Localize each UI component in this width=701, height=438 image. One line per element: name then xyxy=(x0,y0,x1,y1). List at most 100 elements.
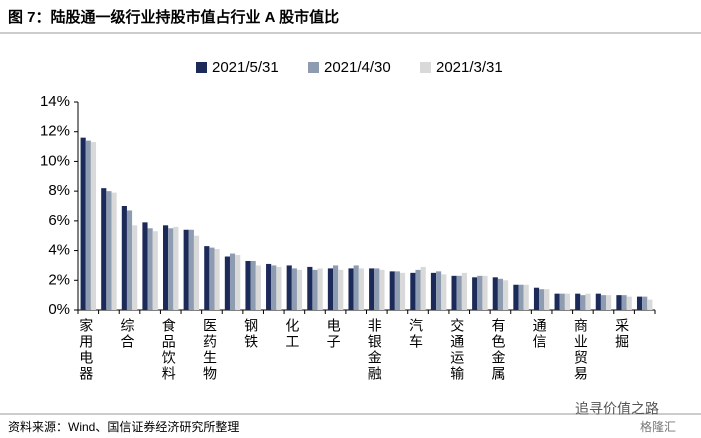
bar xyxy=(126,210,133,310)
x-tick-label: 钢铁 xyxy=(243,318,259,350)
bar xyxy=(235,255,241,310)
bar xyxy=(374,268,380,310)
bar xyxy=(317,268,323,310)
bar xyxy=(642,296,648,310)
bar xyxy=(255,265,261,310)
bar xyxy=(266,263,272,310)
bar xyxy=(348,268,354,310)
bar xyxy=(647,299,653,310)
bar xyxy=(142,222,148,310)
x-tick-label: 家用电器 xyxy=(78,317,94,382)
bar xyxy=(436,271,442,310)
bar xyxy=(559,293,565,310)
y-tick-label: 8% xyxy=(48,182,70,199)
bar xyxy=(369,268,375,310)
legend-swatch xyxy=(308,62,319,73)
bar xyxy=(312,269,318,310)
legend-label: 2021/5/31 xyxy=(212,59,279,76)
y-tick-label: 6% xyxy=(48,212,70,229)
bar xyxy=(456,275,462,310)
legend-swatch xyxy=(420,62,431,73)
y-tick-label: 0% xyxy=(48,301,70,318)
bar xyxy=(544,289,550,310)
x-tick-label: 商业贸易 xyxy=(573,318,589,382)
bar xyxy=(90,142,97,310)
bar xyxy=(394,271,400,310)
bar xyxy=(539,289,545,310)
bar xyxy=(523,284,529,310)
bar xyxy=(606,295,612,310)
x-tick-label: 电子 xyxy=(326,318,342,350)
bar xyxy=(147,228,153,310)
bar xyxy=(111,192,117,310)
bar xyxy=(430,272,437,310)
bar xyxy=(101,188,107,310)
bar xyxy=(152,231,158,310)
bar xyxy=(132,225,138,310)
bar xyxy=(626,296,632,310)
x-tick-label: 交通运输 xyxy=(449,317,465,382)
bar xyxy=(106,191,112,310)
bar xyxy=(209,247,215,310)
x-tick-label: 食品饮料 xyxy=(161,317,177,382)
source: 资料来源：Wind、国信证券经济研究所整理 xyxy=(8,419,239,434)
bar xyxy=(204,246,210,310)
bar xyxy=(420,266,426,310)
bar xyxy=(224,256,230,310)
bar xyxy=(327,268,334,310)
bar xyxy=(399,272,406,310)
bar xyxy=(636,296,643,310)
x-tick-label: 通信 xyxy=(532,318,548,350)
bar xyxy=(564,293,570,310)
x-tick-label: 有色金属 xyxy=(490,318,506,382)
bar xyxy=(358,268,364,310)
x-tick-label: 综合 xyxy=(120,318,136,350)
bar xyxy=(600,295,607,310)
x-tick-label: 非银金融 xyxy=(367,318,383,382)
x-tick-label: 化工 xyxy=(284,318,300,350)
y-tick-label: 14% xyxy=(40,93,70,110)
watermark: 追寻价值之路 xyxy=(575,401,659,417)
bar xyxy=(163,225,169,310)
bar xyxy=(595,293,601,310)
bar xyxy=(168,228,174,310)
bar xyxy=(193,235,200,310)
bar xyxy=(575,293,581,310)
bar xyxy=(286,265,292,310)
bar xyxy=(307,266,313,310)
bar xyxy=(441,274,447,310)
bar xyxy=(461,272,467,310)
bar xyxy=(616,295,622,310)
x-tick-label: 汽车 xyxy=(408,318,424,350)
bar xyxy=(291,268,297,310)
bar xyxy=(338,269,344,310)
bar xyxy=(410,272,416,310)
bar xyxy=(183,229,189,310)
bar xyxy=(482,275,488,310)
legend-label: 2021/4/30 xyxy=(324,59,391,76)
bar xyxy=(477,275,483,310)
bar xyxy=(296,269,303,310)
bar xyxy=(333,265,339,310)
bar xyxy=(276,266,282,310)
bar xyxy=(451,275,457,310)
y-tick-label: 12% xyxy=(40,123,70,140)
bar xyxy=(415,269,421,310)
legend-label: 2021/3/31 xyxy=(436,59,503,76)
bar xyxy=(250,260,256,310)
bar xyxy=(621,295,627,310)
bar xyxy=(85,140,91,310)
bar xyxy=(214,249,220,310)
bar xyxy=(533,287,540,310)
bar xyxy=(245,260,251,310)
bar xyxy=(472,277,478,310)
bar xyxy=(379,269,385,310)
bar xyxy=(353,265,359,310)
watermark: 格隆汇 xyxy=(640,419,676,434)
bar xyxy=(173,226,179,310)
bar xyxy=(503,280,509,310)
bar xyxy=(492,277,498,310)
legend-swatch xyxy=(196,62,207,73)
x-tick-label: 采掘 xyxy=(614,318,630,350)
